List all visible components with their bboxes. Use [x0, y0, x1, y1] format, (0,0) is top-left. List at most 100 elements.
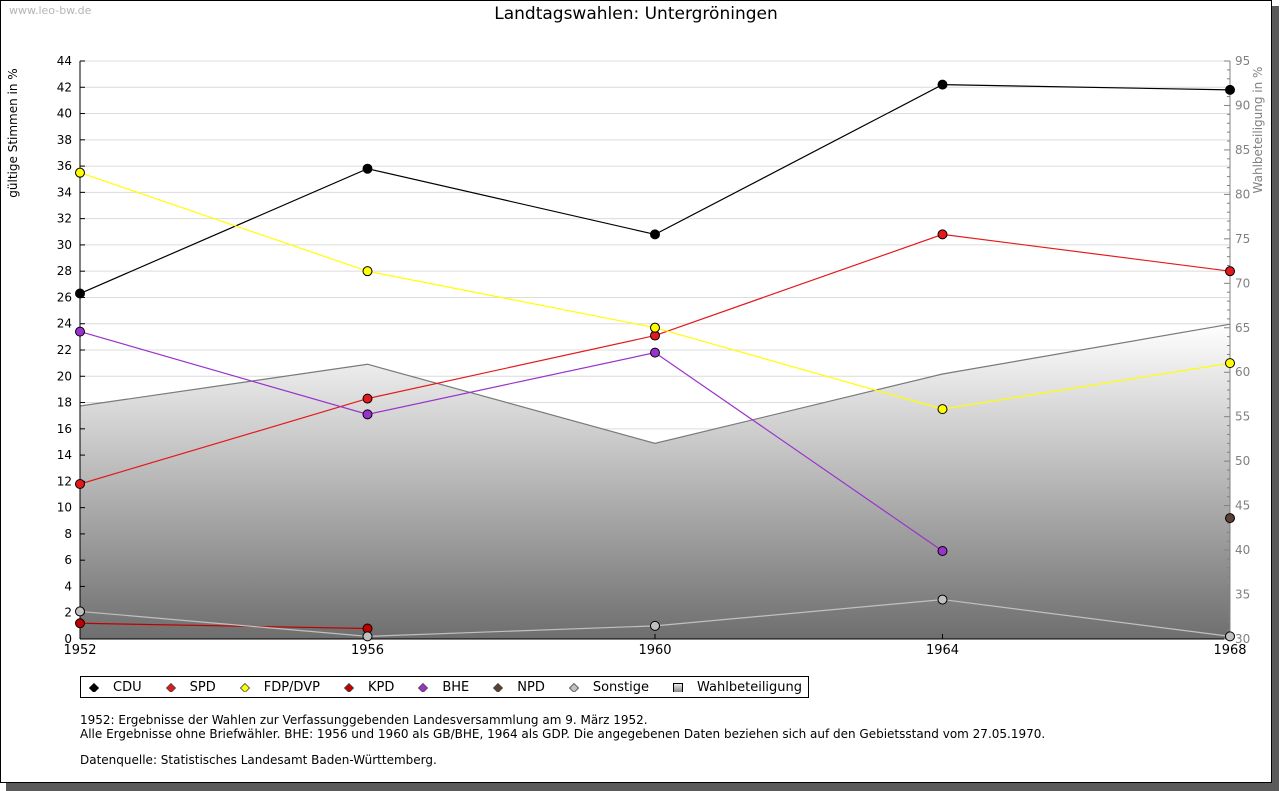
- y-tick-label-left: 6: [64, 553, 72, 567]
- turnout-line: [79, 323, 1231, 444]
- data-source: Datenquelle: Statistisches Landesamt Bad…: [80, 753, 437, 767]
- legend-item-fdp-dvp: FDP/DVP: [239, 679, 320, 695]
- y-tick-label-right: 55: [1235, 410, 1250, 424]
- legend-item-bhe: BHE: [418, 680, 469, 695]
- y-tick-label-left: 32: [57, 212, 72, 226]
- legend-marker-fdp-dvp: [239, 682, 250, 692]
- y-tick-label-left: 14: [57, 448, 72, 462]
- legend-marker-spd: [165, 682, 176, 692]
- marker-fdp-dvp: [362, 266, 373, 277]
- y-tick-label-left: 40: [57, 107, 72, 121]
- legend-item-cdu: CDU: [89, 680, 142, 695]
- marker-sonstige: [650, 620, 660, 631]
- y-tick-label-left: 22: [57, 343, 72, 357]
- y-tick-label-left: 26: [57, 290, 72, 304]
- turnout-area-fill: [80, 324, 1230, 639]
- y-tick-label-left: 2: [64, 606, 72, 620]
- legend-label-wahlbeteiligung: Wahlbeteiligung: [697, 679, 803, 695]
- marker-spd: [75, 478, 85, 489]
- legend-label-sonstige: Sonstige: [592, 679, 650, 695]
- legend-item-kpd: KPD: [343, 679, 395, 695]
- legend-marker-sonstige: [568, 682, 579, 692]
- marker-spd: [362, 393, 373, 404]
- chart-title: Landtagswahlen: Untergröningen: [494, 4, 778, 24]
- chart-svg: 0246810121416182022242628303234363840424…: [6, 54, 1265, 658]
- marker-spd: [937, 229, 948, 240]
- legend-label-kpd: KPD: [367, 679, 395, 695]
- marker-sonstige: [75, 606, 85, 617]
- marker-bhe: [650, 347, 660, 358]
- y-tick-label-left: 24: [57, 317, 72, 331]
- marker-sonstige: [1225, 631, 1235, 642]
- y-tick-label-right: 95: [1235, 54, 1250, 68]
- legend-item-npd: NPD: [493, 680, 545, 695]
- y-tick-label-left: 18: [57, 396, 72, 410]
- y-tick-label-left: 8: [64, 527, 72, 541]
- marker-fdp-dvp: [650, 322, 660, 333]
- marker-sonstige: [362, 631, 373, 642]
- y-tick-label-right: 50: [1235, 454, 1250, 468]
- series-markers: [75, 79, 1235, 642]
- marker-bhe: [937, 545, 948, 556]
- marker-cdu: [937, 79, 948, 90]
- y-tick-label-right: 90: [1235, 98, 1250, 112]
- y-tick-label-left: 38: [57, 133, 72, 147]
- y-tick-label-right: 80: [1235, 187, 1250, 201]
- legend-label-bhe: BHE: [442, 679, 470, 695]
- legend: CDU SPD FDP/DVP KPD BHE NPD Sonstige Wahlbeteil…: [80, 676, 810, 698]
- y-tick-label-right: 60: [1235, 365, 1250, 379]
- y-tick-label-left: 34: [57, 185, 72, 199]
- legend-label-spd: SPD: [189, 679, 216, 695]
- footnotes: 1952: Ergebnisse der Wahlen zur Verfassu…: [80, 713, 1045, 767]
- y-tick-label-right: 85: [1235, 143, 1250, 157]
- note-1952: 1952: Ergebnisse der Wahlen zur Verfassu…: [80, 713, 648, 727]
- legend-marker-bhe: [418, 682, 429, 692]
- y-tick-label-left: 44: [57, 54, 72, 68]
- legend-label-fdp-dvp: FDP/DVP: [263, 679, 320, 695]
- x-tick-label: 1960: [638, 643, 671, 658]
- note-general: Alle Ergebnisse ohne Briefwähler. BHE: 1…: [80, 727, 1046, 741]
- legend-item-wahlbeteiligung: Wahlbeteiligung: [673, 680, 802, 695]
- x-tick-label: 1956: [351, 643, 384, 658]
- legend-item-sonstige: Sonstige: [568, 679, 650, 695]
- x-tick-label: 1964: [926, 643, 959, 658]
- marker-fdp-dvp: [937, 404, 948, 415]
- x-tick-label: 1968: [1213, 643, 1246, 658]
- y-tick-label-right: 75: [1235, 232, 1250, 246]
- legend-marker-cdu: [89, 682, 99, 692]
- marker-npd: [1225, 513, 1235, 524]
- legend-marker-wahlbeteiligung: [673, 683, 684, 692]
- line-kpd: [79, 622, 368, 630]
- marker-sonstige: [937, 594, 948, 605]
- y-tick-label-left: 20: [57, 369, 72, 383]
- marker-kpd: [75, 618, 85, 629]
- marker-cdu: [75, 288, 85, 299]
- marker-cdu: [1225, 84, 1235, 95]
- legend-item-spd: SPD: [165, 679, 216, 695]
- y-axis-label-left: gültige Stimmen in %: [6, 68, 20, 197]
- y-tick-label-left: 4: [64, 579, 72, 593]
- marker-bhe: [75, 326, 85, 337]
- x-tick-label: 1952: [63, 643, 96, 658]
- line-cdu: [79, 84, 1231, 295]
- marker-spd: [1225, 266, 1235, 277]
- watermark: www.leo-bw.de: [9, 4, 92, 17]
- y-tick-label-right: 30: [1235, 632, 1250, 646]
- legend-label-cdu: CDU: [113, 679, 142, 695]
- marker-cdu: [650, 229, 660, 240]
- legend-marker-npd: [493, 682, 504, 692]
- y-tick-label-right: 70: [1235, 276, 1250, 290]
- marker-fdp-dvp: [75, 167, 85, 178]
- y-tick-label-left: 36: [57, 159, 72, 173]
- y-tick-label-left: 10: [57, 501, 72, 515]
- y-tick-label-right: 45: [1235, 499, 1250, 513]
- y-tick-label-left: 16: [57, 422, 72, 436]
- axes: 0246810121416182022242628303234363840424…: [57, 54, 1251, 658]
- turnout-area: [79, 323, 1231, 639]
- marker-cdu: [362, 163, 373, 174]
- marker-bhe: [362, 409, 373, 420]
- y-tick-label-left: 30: [57, 238, 72, 252]
- y-tick-label-right: 65: [1235, 321, 1250, 335]
- y-tick-label-right: 35: [1235, 588, 1250, 602]
- y-tick-label-left: 28: [57, 264, 72, 278]
